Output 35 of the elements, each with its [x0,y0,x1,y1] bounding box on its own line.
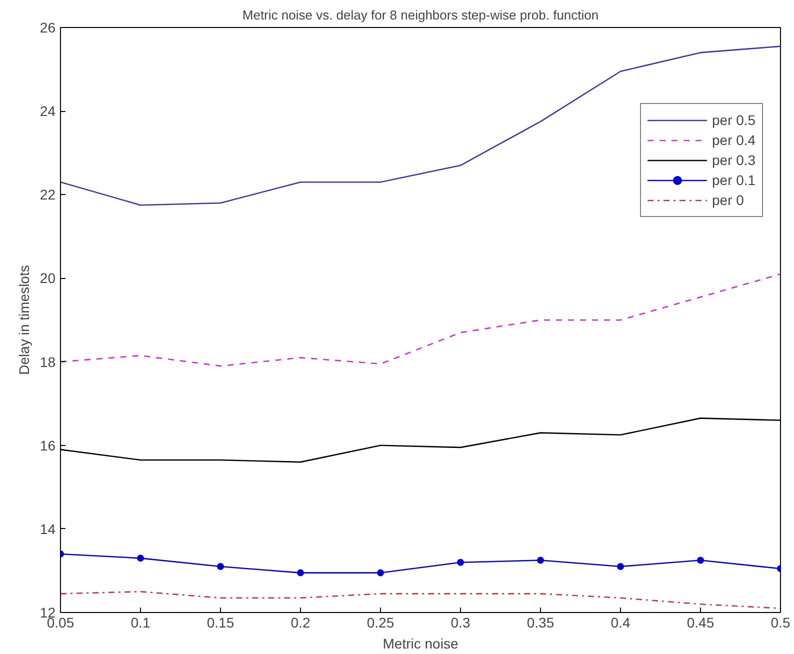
y-tick-label: 22 [40,186,56,203]
x-tick-label: 0.2 [290,614,310,630]
y-tick-label: 16 [40,437,56,454]
y-tick-label: 18 [40,354,56,370]
x-tick-label: 0.4 [610,614,630,630]
y-tick-label: 14 [40,520,56,537]
point [297,569,304,576]
x-tick-label: 0.35 [526,614,554,630]
point [697,556,704,564]
x-tick-label: 0.3 [450,614,470,630]
x-tick-label: 0.15 [206,614,234,630]
x-tick-label: 0.25 [366,614,394,630]
y-tick-label: 24 [40,103,56,120]
x-tick-label: 0.5 [770,614,790,630]
x-tick-label: 0.1 [130,614,150,630]
x-axis-title: Metric noise [382,636,458,652]
point [137,554,144,562]
line-series [60,46,780,206]
point [617,563,624,570]
chart-title: Metric noise vs. delay for 8 neighbors step-wise prob. function [242,8,599,22]
legend-label: per 0.4 [712,132,756,148]
y-tick-label: 26 [40,20,56,36]
point [377,569,384,576]
y-axis-title: Delay in timeslots [16,265,32,375]
point [217,563,224,570]
legend-label: per 0.5 [712,112,756,128]
legend-label: per 0 [712,192,744,208]
y-tick-label: 20 [40,270,56,286]
legend-label: per 0.3 [712,152,756,168]
point [457,558,464,566]
legend-label: per 0.1 [712,172,756,188]
x-tick-label: 0.45 [686,614,714,630]
line-series [60,273,780,367]
line-series [60,590,780,609]
point [537,556,544,564]
